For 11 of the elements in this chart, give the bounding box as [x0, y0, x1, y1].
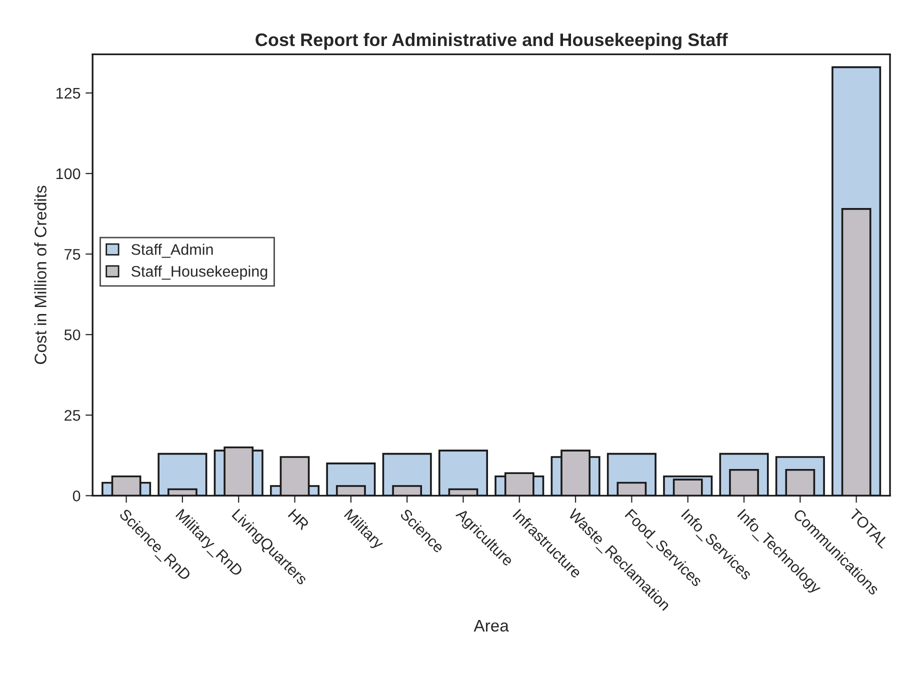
y-tick-label: 50 [64, 329, 80, 340]
y-tick-label: 25 [64, 410, 80, 421]
y-tick-label: 125 [56, 88, 80, 99]
y-tick-label: 0 [72, 490, 80, 502]
legend-label: Staff_Admin [131, 244, 213, 258]
y-tick-label: 100 [56, 168, 80, 180]
chart-title: Cost Report for Administrative and Housekeeping Staff [256, 32, 728, 50]
legend-label: Staff_Housekeeping [131, 266, 268, 280]
y-tick-label: 75 [64, 249, 80, 260]
y-axis-title: Cost in Million of Credits [34, 186, 46, 364]
x-axis-title: Area [474, 620, 509, 632]
